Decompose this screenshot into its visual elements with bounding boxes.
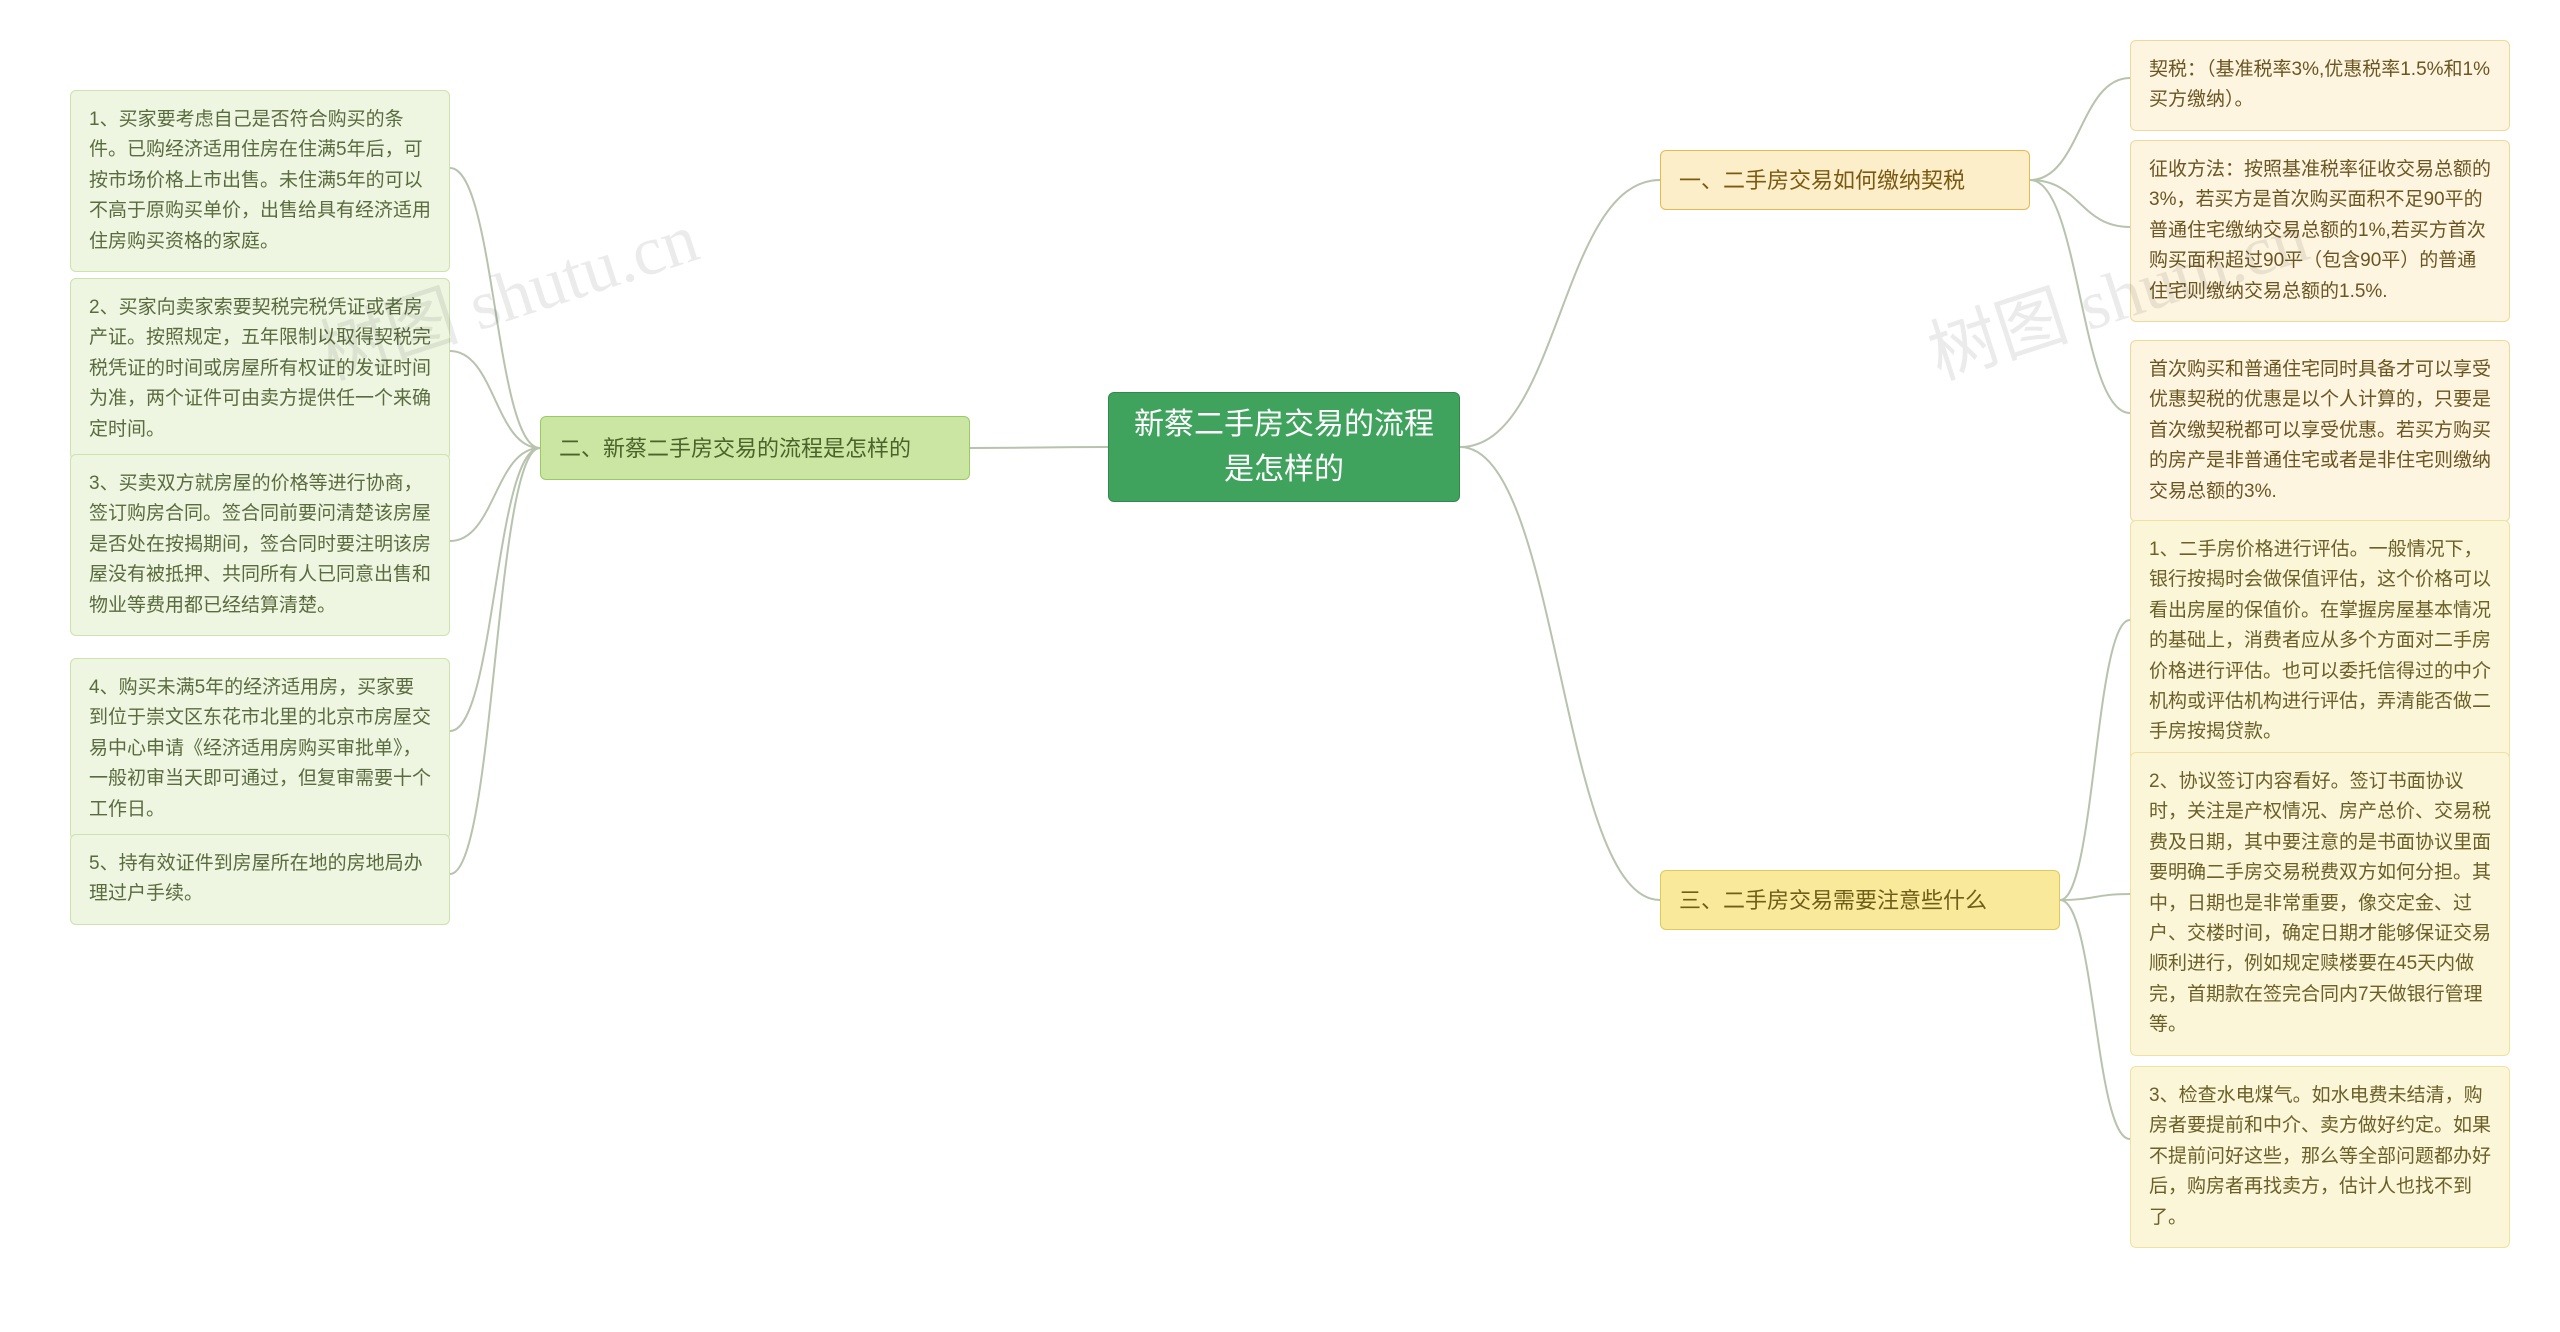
leaf-text: 5、持有效证件到房屋所在地的房地局办理过户手续。 [89, 853, 423, 904]
leaf-text: 3、买卖双方就房屋的价格等进行协商，签订购房合同。签合同前要问清楚该房屋是否处在… [89, 473, 431, 616]
leaf-text: 首次购买和普通住宅同时具备才可以享受优惠契税的优惠是以个人计算的，只要是首次缴契… [2149, 359, 2491, 502]
edge [1460, 447, 1660, 900]
leaf-text: 2、协议签订内容看好。签订书面协议时，关注是产权情况、房产总价、交易税费及日期，… [2149, 771, 2491, 1035]
edge [2030, 180, 2130, 227]
leaf-node[interactable]: 首次购买和普通住宅同时具备才可以享受优惠契税的优惠是以个人计算的，只要是首次缴契… [2130, 340, 2510, 522]
leaf-node[interactable]: 3、检查水电煤气。如水电费未结清，购房者要提前和中介、卖方做好约定。如果不提前问… [2130, 1066, 2510, 1248]
edge [450, 351, 540, 448]
leaf-node[interactable]: 4、购买未满5年的经济适用房，买家要到位于崇文区东花市北里的北京市房屋交易中心申… [70, 658, 450, 840]
edge [450, 448, 540, 731]
edge [450, 448, 540, 874]
branch-node[interactable]: 一、二手房交易如何缴纳契税 [1660, 150, 2030, 210]
edge [450, 448, 540, 541]
leaf-node[interactable]: 5、持有效证件到房屋所在地的房地局办理过户手续。 [70, 834, 450, 925]
leaf-text: 3、检查水电煤气。如水电费未结清，购房者要提前和中介、卖方做好约定。如果不提前问… [2149, 1085, 2491, 1228]
edge [2030, 180, 2130, 413]
branch-label: 三、二手房交易需要注意些什么 [1679, 884, 1987, 917]
leaf-text: 契税：（基准税率3%,优惠税率1.5%和1%买方缴纳）。 [2149, 59, 2490, 110]
leaf-node[interactable]: 1、二手房价格进行评估。一般情况下，银行按揭时会做保值评估，这个价格可以看出房屋… [2130, 520, 2510, 763]
leaf-text: 征收方法：按照基准税率征收交易总额的3%，若买方是首次购买面积不足90平的普通住… [2149, 159, 2491, 302]
edge [970, 447, 1108, 448]
leaf-node[interactable]: 2、买家向卖家索要契税完税凭证或者房产证。按照规定，五年限制以取得契税完税凭证的… [70, 278, 450, 460]
edge [2060, 894, 2130, 900]
branch-node[interactable]: 二、新蔡二手房交易的流程是怎样的 [540, 416, 970, 480]
leaf-node[interactable]: 1、买家要考虑自己是否符合购买的条件。已购经济适用住房在住满5年后，可按市场价格… [70, 90, 450, 272]
branch-label: 一、二手房交易如何缴纳契税 [1679, 164, 1965, 197]
edge [2060, 900, 2130, 1139]
edge [1460, 180, 1660, 447]
leaf-node[interactable]: 2、协议签订内容看好。签订书面协议时，关注是产权情况、房产总价、交易税费及日期，… [2130, 752, 2510, 1056]
edge [2030, 78, 2130, 180]
branch-node[interactable]: 三、二手房交易需要注意些什么 [1660, 870, 2060, 930]
leaf-text: 4、购买未满5年的经济适用房，买家要到位于崇文区东花市北里的北京市房屋交易中心申… [89, 677, 431, 820]
branch-label: 二、新蔡二手房交易的流程是怎样的 [559, 432, 911, 465]
leaf-text: 1、买家要考虑自己是否符合购买的条件。已购经济适用住房在住满5年后，可按市场价格… [89, 109, 431, 252]
leaf-node[interactable]: 契税：（基准税率3%,优惠税率1.5%和1%买方缴纳）。 [2130, 40, 2510, 131]
leaf-text: 2、买家向卖家索要契税完税凭证或者房产证。按照规定，五年限制以取得契税完税凭证的… [89, 297, 431, 440]
leaf-text: 1、二手房价格进行评估。一般情况下，银行按揭时会做保值评估，这个价格可以看出房屋… [2149, 539, 2491, 742]
root-node[interactable]: 新蔡二手房交易的流程是怎样的 [1108, 392, 1460, 502]
edge [2060, 620, 2130, 900]
leaf-node[interactable]: 3、买卖双方就房屋的价格等进行协商，签订购房合同。签合同前要问清楚该房屋是否处在… [70, 454, 450, 636]
edge [450, 168, 540, 448]
root-label: 新蔡二手房交易的流程是怎样的 [1127, 402, 1441, 492]
leaf-node[interactable]: 征收方法：按照基准税率征收交易总额的3%，若买方是首次购买面积不足90平的普通住… [2130, 140, 2510, 322]
